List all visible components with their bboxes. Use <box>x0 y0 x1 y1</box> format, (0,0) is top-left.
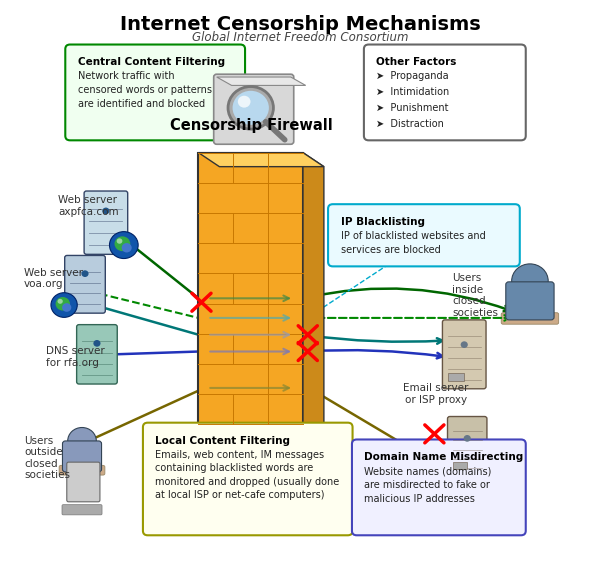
Text: Web server
voa.org: Web server voa.org <box>24 268 83 289</box>
FancyBboxPatch shape <box>65 256 106 313</box>
FancyBboxPatch shape <box>59 466 105 475</box>
FancyBboxPatch shape <box>62 504 102 515</box>
Polygon shape <box>217 77 305 86</box>
Text: Email server
or ISP proxy: Email server or ISP proxy <box>403 383 469 405</box>
Text: Domain Name Misdirecting: Domain Name Misdirecting <box>365 452 524 462</box>
Text: Users
inside
closed
societies: Users inside closed societies <box>452 273 498 318</box>
FancyBboxPatch shape <box>352 440 526 535</box>
Text: IP Blacklisting: IP Blacklisting <box>341 217 425 227</box>
FancyBboxPatch shape <box>143 423 353 535</box>
Circle shape <box>68 427 97 454</box>
Text: ➤  Distraction: ➤ Distraction <box>376 118 445 128</box>
FancyBboxPatch shape <box>67 462 100 502</box>
Circle shape <box>94 340 101 347</box>
Polygon shape <box>303 153 324 439</box>
Circle shape <box>115 236 130 251</box>
FancyBboxPatch shape <box>62 441 101 472</box>
Circle shape <box>51 293 77 318</box>
Circle shape <box>62 303 71 312</box>
Text: Users
outside
closed
societies: Users outside closed societies <box>24 436 70 480</box>
Text: Other Factors: Other Factors <box>376 57 457 68</box>
Circle shape <box>109 231 138 258</box>
Circle shape <box>228 87 274 129</box>
Circle shape <box>103 208 109 215</box>
Text: IP of blacklisted websites and
services are blocked: IP of blacklisted websites and services … <box>341 231 485 254</box>
FancyBboxPatch shape <box>84 191 128 254</box>
Text: Website names (domains)
are misdirected to fake or
malicious IP addresses: Website names (domains) are misdirected … <box>365 466 492 503</box>
Text: Censorship Firewall: Censorship Firewall <box>170 118 332 133</box>
Text: Emails, web content, IM messages
containing blacklisted words are
monitored and : Emails, web content, IM messages contain… <box>155 450 340 501</box>
Text: Central Content Filtering: Central Content Filtering <box>78 57 225 68</box>
FancyBboxPatch shape <box>214 74 294 144</box>
FancyBboxPatch shape <box>448 373 464 381</box>
Text: Internet Censorship Mechanisms: Internet Censorship Mechanisms <box>119 15 481 34</box>
Circle shape <box>464 435 471 442</box>
Circle shape <box>238 96 251 108</box>
FancyBboxPatch shape <box>448 417 487 477</box>
Text: Web server
axpfca.com: Web server axpfca.com <box>58 195 119 217</box>
Text: Global Internet Freedom Consortium: Global Internet Freedom Consortium <box>192 30 408 43</box>
FancyBboxPatch shape <box>442 320 486 389</box>
Circle shape <box>116 238 122 244</box>
Circle shape <box>461 341 468 348</box>
FancyBboxPatch shape <box>506 282 554 320</box>
Text: ➤  Punishment: ➤ Punishment <box>376 103 449 113</box>
Circle shape <box>58 299 63 304</box>
Text: Network traffic with
censored words or patterns
are identified and blocked: Network traffic with censored words or p… <box>78 72 212 109</box>
FancyBboxPatch shape <box>328 204 520 266</box>
FancyBboxPatch shape <box>364 44 526 140</box>
Polygon shape <box>199 153 324 167</box>
FancyBboxPatch shape <box>77 325 117 384</box>
Text: ➤  Intimidation: ➤ Intimidation <box>376 87 449 97</box>
Text: DNS server
for rfa.org: DNS server for rfa.org <box>46 346 105 368</box>
Circle shape <box>56 297 70 311</box>
FancyBboxPatch shape <box>501 312 559 324</box>
Circle shape <box>82 270 89 277</box>
FancyBboxPatch shape <box>199 153 303 425</box>
Circle shape <box>512 264 548 298</box>
Circle shape <box>233 91 269 125</box>
FancyBboxPatch shape <box>454 462 467 469</box>
Circle shape <box>122 243 132 252</box>
FancyBboxPatch shape <box>65 44 245 140</box>
Text: Local Content Filtering: Local Content Filtering <box>155 436 290 445</box>
Text: ➤  Propaganda: ➤ Propaganda <box>376 72 449 82</box>
